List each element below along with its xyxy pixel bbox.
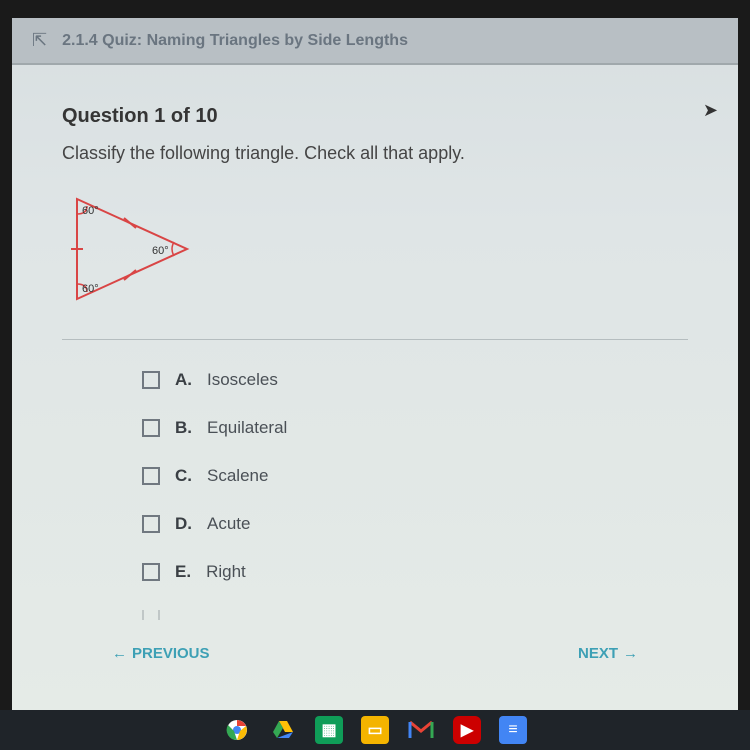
checkbox-hidden xyxy=(142,610,160,620)
checkbox-a[interactable] xyxy=(142,371,160,389)
option-e[interactable]: E. Right xyxy=(142,562,688,582)
checkbox-e[interactable] xyxy=(142,563,160,581)
question-number: Question 1 of 10 xyxy=(62,105,688,128)
arrow-right-icon: → xyxy=(623,645,638,662)
option-letter: D. xyxy=(175,514,192,534)
previous-button[interactable]: ← PREVIOUS xyxy=(112,645,210,662)
mouse-cursor-icon: ➤ xyxy=(703,100,718,121)
option-c[interactable]: C. Scalene xyxy=(142,466,688,486)
quiz-header-bar: ⇱ 2.1.4 Quiz: Naming Triangles by Side L… xyxy=(12,18,738,65)
taskbar: ▦ ▭ ▶ ≡ xyxy=(0,710,750,750)
youtube-icon[interactable]: ▶ xyxy=(453,716,481,744)
chrome-icon[interactable] xyxy=(223,716,251,744)
option-text: Right xyxy=(206,562,246,582)
checkbox-c[interactable] xyxy=(142,467,160,485)
option-d[interactable]: D. Acute xyxy=(142,514,688,534)
sheets-icon[interactable]: ▦ xyxy=(315,716,343,744)
option-a[interactable]: A. Isosceles xyxy=(142,370,688,390)
triangle-figure: 60° 60° 60° xyxy=(62,184,222,314)
checkbox-d[interactable] xyxy=(142,515,160,533)
next-button[interactable]: NEXT → xyxy=(578,645,638,662)
answer-options-list: A. Isosceles B. Equilateral C. Scalene D… xyxy=(62,370,688,620)
slides-icon[interactable]: ▭ xyxy=(361,716,389,744)
next-label: NEXT xyxy=(578,645,618,662)
checkbox-b[interactable] xyxy=(142,419,160,437)
option-letter: C. xyxy=(175,466,192,486)
gmail-icon[interactable] xyxy=(407,716,435,744)
angle-label-right: 60° xyxy=(152,245,169,257)
drive-icon[interactable] xyxy=(269,716,297,744)
angle-label-bottom: 60° xyxy=(82,283,99,295)
option-b[interactable]: B. Equilateral xyxy=(142,418,688,438)
question-prompt: Classify the following triangle. Check a… xyxy=(62,143,688,164)
option-text: Scalene xyxy=(207,466,268,486)
docs-icon[interactable]: ≡ xyxy=(499,716,527,744)
option-text: Equilateral xyxy=(207,418,287,438)
arrow-left-icon: ← xyxy=(112,645,127,662)
option-letter: A. xyxy=(175,370,192,390)
content-divider xyxy=(62,339,688,340)
option-text: Isosceles xyxy=(207,370,278,390)
option-text: Acute xyxy=(207,514,250,534)
angle-label-top: 60° xyxy=(82,205,99,217)
back-arrow-icon[interactable]: ⇱ xyxy=(32,30,47,51)
previous-label: PREVIOUS xyxy=(132,645,210,662)
option-letter: B. xyxy=(175,418,192,438)
option-letter: E. xyxy=(175,562,191,582)
quiz-title: 2.1.4 Quiz: Naming Triangles by Side Len… xyxy=(62,32,408,50)
option-hidden xyxy=(142,610,688,620)
